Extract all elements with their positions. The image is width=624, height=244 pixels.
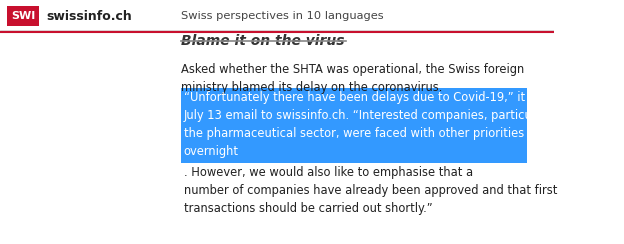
Text: SWI: SWI [11,11,35,21]
Text: “Unfortunately there have been delays due to Covid-19,” it said in a
July 13 ema: “Unfortunately there have been delays du… [183,91,577,158]
Text: swissinfo.ch: swissinfo.ch [46,10,132,22]
Text: Blame it on the virus: Blame it on the virus [181,34,344,48]
Text: Asked whether the SHTA was operational, the Swiss foreign
ministry blamed its de: Asked whether the SHTA was operational, … [181,63,524,94]
Text: . However, we would also like to emphasise that a
number of companies have alrea: . However, we would also like to emphasi… [183,166,557,215]
Text: Swiss perspectives in 10 languages: Swiss perspectives in 10 languages [181,11,384,21]
FancyBboxPatch shape [181,88,527,163]
FancyBboxPatch shape [7,6,39,26]
